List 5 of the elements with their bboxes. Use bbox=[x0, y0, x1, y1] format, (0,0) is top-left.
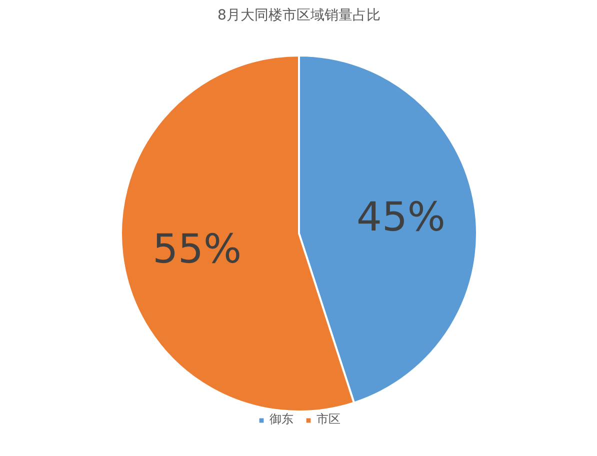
data-label: 45% bbox=[356, 194, 446, 240]
data-label: 55% bbox=[152, 226, 242, 273]
legend-label: 御东 bbox=[270, 411, 294, 428]
legend-label: 市区 bbox=[316, 411, 340, 428]
chart-title: 8月大同楼市区域销量占比 bbox=[218, 8, 380, 24]
